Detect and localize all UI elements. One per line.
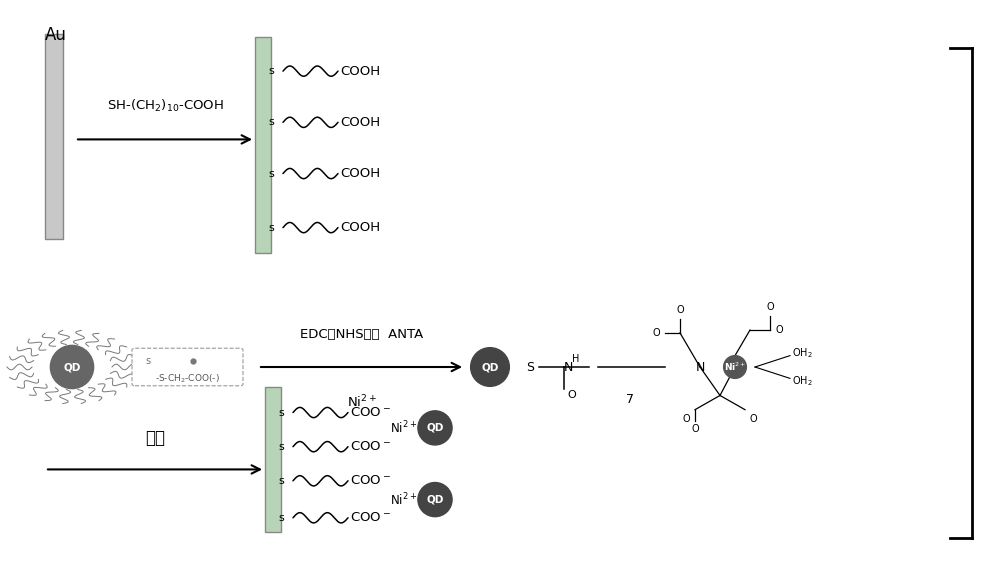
Text: Ni$^{2+}$: Ni$^{2+}$	[724, 361, 746, 373]
Text: QD: QD	[63, 362, 81, 372]
Bar	[255, 37, 271, 253]
Text: O: O	[682, 414, 690, 424]
Text: S: S	[526, 361, 534, 373]
Bar	[265, 387, 281, 532]
Text: SH-(CH$_2$)$_{10}$-COOH: SH-(CH$_2$)$_{10}$-COOH	[107, 98, 223, 114]
Text: -S-CH$_2$-COO(-): -S-CH$_2$-COO(-)	[155, 372, 220, 385]
Text: s: s	[278, 407, 284, 418]
Text: Ni$^{2+}$: Ni$^{2+}$	[390, 419, 417, 436]
Text: O: O	[676, 304, 684, 315]
Text: s: s	[278, 513, 284, 523]
Ellipse shape	[471, 348, 509, 386]
Text: O: O	[750, 414, 758, 424]
Text: s: s	[278, 476, 284, 486]
Text: O: O	[652, 328, 660, 338]
Text: COOH: COOH	[340, 65, 380, 77]
Text: O: O	[775, 325, 783, 335]
Text: QD: QD	[426, 494, 444, 505]
FancyBboxPatch shape	[132, 348, 243, 386]
Ellipse shape	[418, 411, 452, 445]
Ellipse shape	[418, 483, 452, 517]
Text: QD: QD	[426, 423, 444, 433]
Ellipse shape	[50, 345, 94, 389]
Text: COOH: COOH	[340, 221, 380, 234]
Text: Au: Au	[45, 26, 67, 44]
Text: O: O	[691, 424, 699, 434]
Text: COO$^-$: COO$^-$	[350, 406, 391, 419]
Text: QD: QD	[481, 362, 499, 372]
Text: s: s	[268, 222, 274, 233]
Ellipse shape	[724, 356, 746, 378]
Text: OH$_2$: OH$_2$	[792, 346, 813, 360]
Text: COO$^-$: COO$^-$	[350, 475, 391, 487]
Text: N: N	[564, 361, 573, 373]
Text: s: s	[268, 66, 274, 76]
Text: Ni$^{2+}$: Ni$^{2+}$	[347, 394, 377, 410]
Bar	[45, 34, 63, 239]
Text: COOH: COOH	[340, 116, 380, 129]
Text: s: s	[278, 442, 284, 452]
Text: s: s	[268, 117, 274, 127]
Text: s: s	[145, 356, 151, 366]
Text: EDC，NHS活化  ANTA: EDC，NHS活化 ANTA	[300, 328, 424, 341]
Text: O: O	[766, 302, 774, 312]
Text: s: s	[268, 168, 274, 179]
Text: O: O	[567, 390, 576, 400]
Text: N: N	[695, 361, 705, 373]
Text: 7: 7	[626, 393, 634, 406]
Text: COO$^-$: COO$^-$	[350, 440, 391, 453]
Text: COOH: COOH	[340, 167, 380, 180]
Text: 真空: 真空	[145, 428, 165, 447]
Text: COO$^-$: COO$^-$	[350, 512, 391, 524]
Text: Ni$^{2+}$: Ni$^{2+}$	[390, 491, 417, 508]
Text: H: H	[572, 354, 579, 364]
Text: OH$_2$: OH$_2$	[792, 374, 813, 388]
